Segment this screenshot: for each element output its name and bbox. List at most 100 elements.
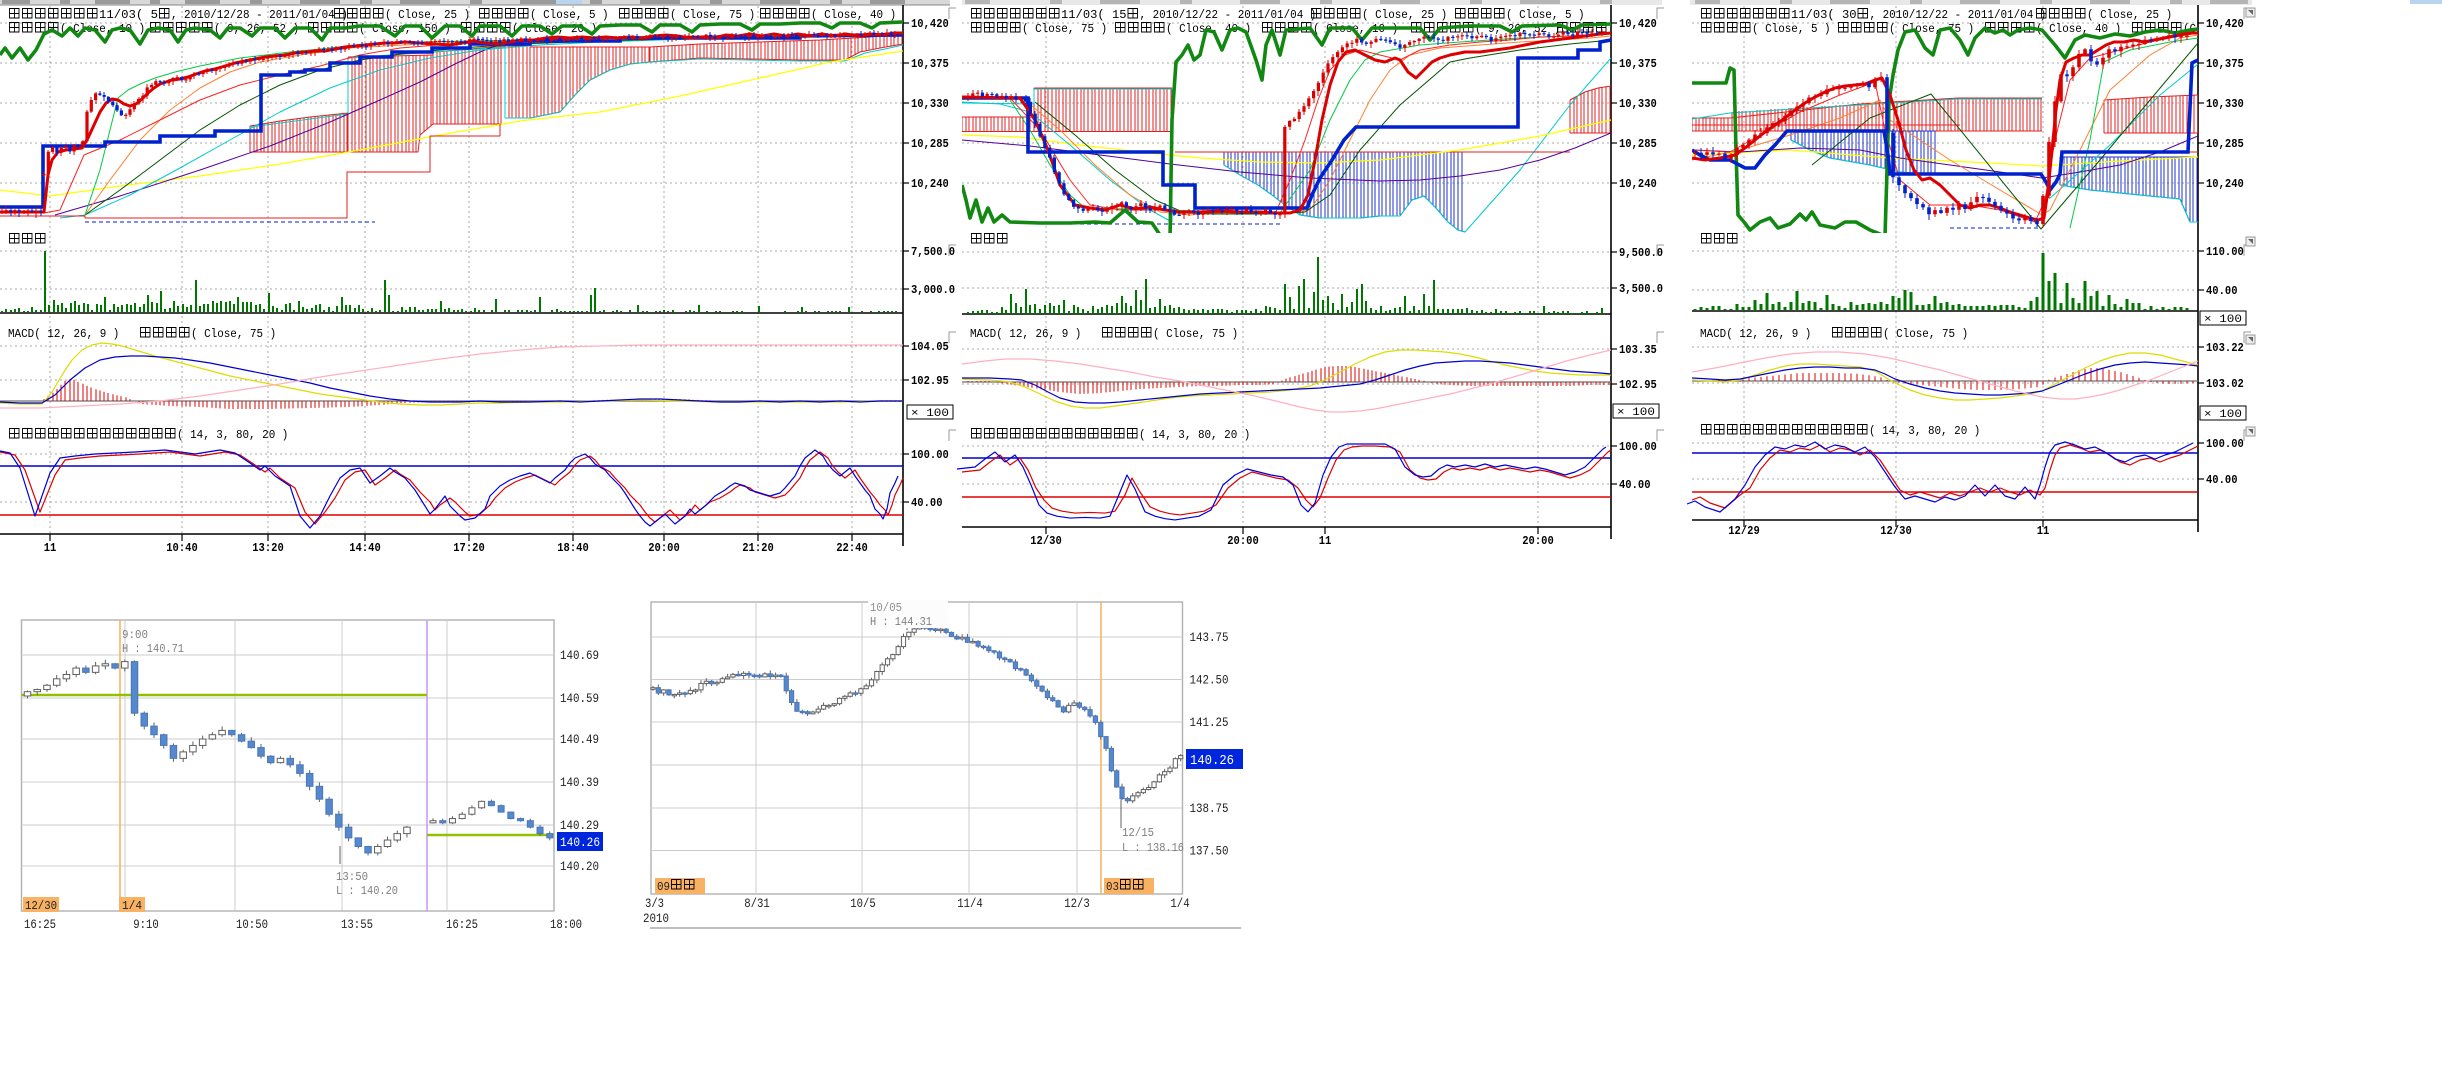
svg-text:18:00: 18:00 bbox=[550, 917, 582, 932]
svg-text:143.75: 143.75 bbox=[1190, 630, 1229, 645]
svg-text:13:20: 13:20 bbox=[252, 541, 284, 555]
svg-text:× 100: × 100 bbox=[2204, 409, 2242, 421]
svg-text:( 14, 3, 80, 20 ): ( 14, 3, 80, 20 ) bbox=[177, 428, 288, 442]
svg-text:100.00: 100.00 bbox=[1619, 440, 1657, 454]
svg-text:140.39: 140.39 bbox=[560, 775, 599, 790]
svg-text:11/03( 30: 11/03( 30 bbox=[1791, 8, 1857, 22]
svg-text:40.00: 40.00 bbox=[911, 496, 943, 510]
svg-text:11/03( 15: 11/03( 15 bbox=[1061, 8, 1127, 22]
svg-text:138.75: 138.75 bbox=[1190, 801, 1229, 816]
svg-text:140.49: 140.49 bbox=[560, 732, 599, 747]
svg-text:140.20: 140.20 bbox=[560, 859, 599, 874]
svg-text:40.00: 40.00 bbox=[2206, 473, 2238, 487]
svg-text:( Close, 5 ): ( Close, 5 ) bbox=[1506, 8, 1585, 22]
svg-text:12/15: 12/15 bbox=[1122, 826, 1154, 840]
svg-text:10/05: 10/05 bbox=[870, 601, 902, 615]
svg-text:10,240: 10,240 bbox=[2206, 177, 2244, 191]
svg-text:18:40: 18:40 bbox=[557, 541, 589, 555]
svg-text:( Close, 10 ): ( Close, 10 ) bbox=[1313, 22, 1398, 36]
svg-text:H : 140.71: H : 140.71 bbox=[122, 642, 184, 656]
svg-text:102.95: 102.95 bbox=[1619, 378, 1657, 392]
svg-text:, 2010/12/22 - 2011/01/04 ): , 2010/12/22 - 2011/01/04 ) bbox=[1140, 8, 1317, 22]
svg-text:( Close, 25 ): ( Close, 25 ) bbox=[1362, 8, 1447, 22]
svg-text:20:00: 20:00 bbox=[1227, 534, 1259, 548]
svg-text:10,285: 10,285 bbox=[911, 137, 949, 151]
svg-text:11/4: 11/4 bbox=[957, 896, 983, 911]
svg-text:17:20: 17:20 bbox=[453, 541, 485, 555]
svg-text:( Close, 75 ): ( Close, 75 ) bbox=[1883, 327, 1968, 341]
svg-text:( 14, 3, 80, 20 ): ( 14, 3, 80, 20 ) bbox=[1139, 428, 1250, 442]
svg-text:2010: 2010 bbox=[643, 911, 669, 926]
svg-text:L : 138.16: L : 138.16 bbox=[1122, 841, 1184, 855]
svg-text:10,375: 10,375 bbox=[911, 57, 949, 71]
svg-text:103.22: 103.22 bbox=[2206, 341, 2244, 355]
svg-text:140.69: 140.69 bbox=[560, 648, 599, 663]
svg-text:11: 11 bbox=[2037, 524, 2050, 538]
svg-text:MACD( 12, 26, 9 ): MACD( 12, 26, 9 ) bbox=[970, 327, 1081, 341]
svg-text:H : 144.31: H : 144.31 bbox=[870, 615, 932, 629]
svg-text:× 100: × 100 bbox=[2204, 314, 2242, 326]
svg-text:142.50: 142.50 bbox=[1190, 673, 1229, 688]
svg-text:3,500.0: 3,500.0 bbox=[1619, 282, 1663, 296]
svg-text:( Close, 25 ): ( Close, 25 ) bbox=[385, 8, 470, 22]
svg-text:09: 09 bbox=[657, 880, 670, 894]
svg-text:137.50: 137.50 bbox=[1190, 844, 1229, 859]
svg-text:9:00: 9:00 bbox=[122, 628, 148, 642]
svg-text:110.00: 110.00 bbox=[2206, 245, 2244, 259]
svg-text:16:25: 16:25 bbox=[446, 917, 478, 932]
svg-text:10,285: 10,285 bbox=[2206, 137, 2244, 151]
svg-text:140.26: 140.26 bbox=[560, 835, 600, 850]
svg-text:13:50: 13:50 bbox=[336, 870, 368, 884]
svg-text:9,500.0: 9,500.0 bbox=[1619, 246, 1663, 260]
svg-text:20:00: 20:00 bbox=[648, 541, 680, 555]
svg-text:1/4: 1/4 bbox=[122, 899, 142, 913]
svg-text:10,420: 10,420 bbox=[2206, 17, 2244, 31]
svg-text:141.25: 141.25 bbox=[1190, 715, 1229, 730]
svg-text:7,500.0: 7,500.0 bbox=[911, 245, 955, 259]
svg-text:10,330: 10,330 bbox=[2206, 97, 2244, 111]
svg-text:102.95: 102.95 bbox=[911, 374, 949, 388]
svg-text:10,330: 10,330 bbox=[911, 97, 949, 111]
svg-text:( Close, 75 ): ( Close, 75 ) bbox=[191, 327, 276, 341]
svg-text:MACD( 12, 26, 9 ): MACD( 12, 26, 9 ) bbox=[1700, 327, 1811, 341]
svg-text:14:40: 14:40 bbox=[349, 541, 381, 555]
svg-text:140.26: 140.26 bbox=[1190, 753, 1234, 769]
svg-text:10,285: 10,285 bbox=[1619, 137, 1657, 151]
svg-text:03: 03 bbox=[1106, 880, 1119, 894]
svg-text:( Close, 75 ): ( Close, 75 ) bbox=[1889, 22, 1974, 36]
svg-text:10/5: 10/5 bbox=[850, 896, 876, 911]
svg-text:10,375: 10,375 bbox=[1619, 57, 1657, 71]
svg-text:( Close, 40 ): ( Close, 40 ) bbox=[2036, 22, 2121, 36]
svg-text:10:40: 10:40 bbox=[166, 541, 198, 555]
svg-text:11: 11 bbox=[1319, 534, 1332, 548]
svg-text:1: 1 bbox=[765, 634, 766, 636]
svg-text:22:40: 22:40 bbox=[836, 541, 868, 555]
svg-text:40.00: 40.00 bbox=[1619, 478, 1651, 492]
svg-text:( Close, 75 ): ( Close, 75 ) bbox=[1153, 327, 1238, 341]
svg-text:40.00: 40.00 bbox=[2206, 284, 2238, 298]
svg-text:1/4: 1/4 bbox=[1170, 896, 1189, 911]
svg-text:104.05: 104.05 bbox=[911, 340, 949, 354]
svg-text:10,240: 10,240 bbox=[1619, 177, 1657, 191]
svg-text:10,330: 10,330 bbox=[1619, 97, 1657, 111]
svg-text:( Close, 5 ): ( Close, 5 ) bbox=[1752, 22, 1831, 36]
svg-text:12/29: 12/29 bbox=[1728, 524, 1760, 538]
svg-text:100.00: 100.00 bbox=[2206, 437, 2244, 451]
svg-text:( Close, 5 ): ( Close, 5 ) bbox=[530, 8, 609, 22]
svg-text:103.35: 103.35 bbox=[1619, 343, 1657, 357]
svg-text:10,375: 10,375 bbox=[2206, 57, 2244, 71]
svg-text:9:10: 9:10 bbox=[133, 917, 159, 932]
svg-text:21:20: 21:20 bbox=[742, 541, 774, 555]
svg-text:10,240: 10,240 bbox=[911, 177, 949, 191]
svg-text:12/3: 12/3 bbox=[1064, 896, 1090, 911]
svg-text:20:00: 20:00 bbox=[1522, 534, 1554, 548]
svg-text:11/03( 5: 11/03( 5 bbox=[99, 8, 158, 22]
svg-text:140.29: 140.29 bbox=[560, 818, 599, 833]
svg-text:, 2010/12/28 - 2011/01/04 ): , 2010/12/28 - 2011/01/04 ) bbox=[171, 8, 348, 22]
svg-text:× 100: × 100 bbox=[911, 408, 949, 420]
svg-text:L : 140.20: L : 140.20 bbox=[336, 884, 398, 898]
svg-text:12/30: 12/30 bbox=[1880, 524, 1912, 538]
svg-text:11: 11 bbox=[44, 541, 57, 555]
svg-text:103.02: 103.02 bbox=[2206, 377, 2244, 391]
svg-text:13:55: 13:55 bbox=[341, 917, 373, 932]
